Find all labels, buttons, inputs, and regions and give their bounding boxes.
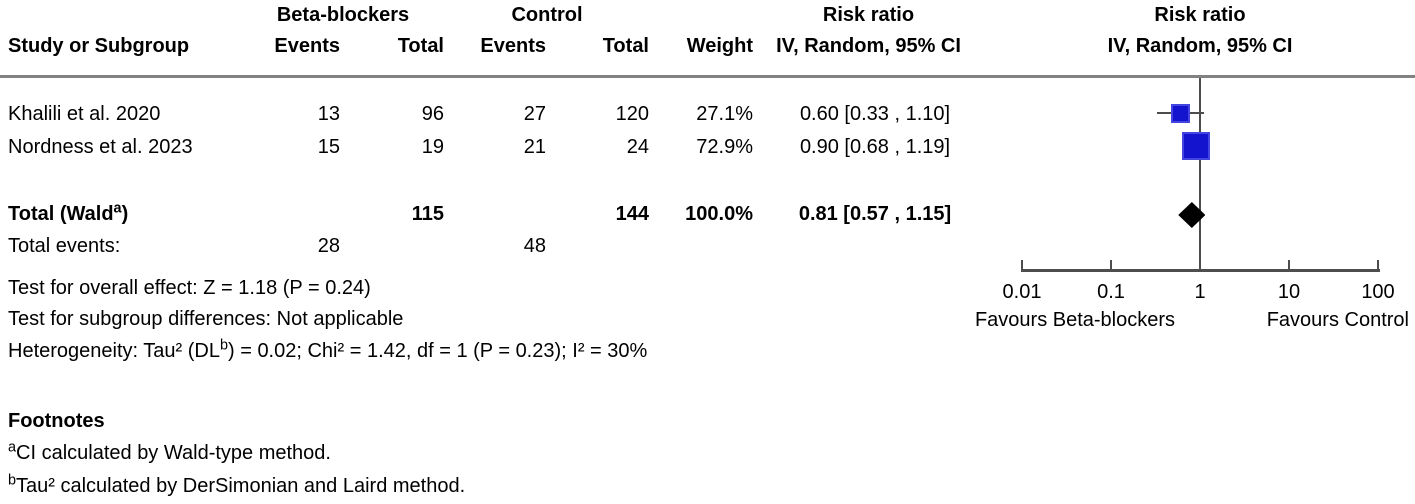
total-events-control: 48 (523, 235, 546, 257)
axis-tick-label: 1 (1194, 281, 1206, 303)
header-divider-line (0, 75, 1415, 78)
column-header-weight: Weight (686, 35, 753, 57)
effect-estimate: 0.60 [0.33 , 1.10] (799, 103, 951, 125)
axis-tick-label: 0.1 (1097, 281, 1125, 303)
test-overall-effect: Test for overall effect: Z = 1.18 (P = 0… (8, 277, 371, 299)
axis-tick (1199, 260, 1201, 272)
axis-tick-label: 100 (1361, 281, 1395, 303)
total-label: Total (Walda) (8, 200, 129, 225)
footnote-item: bTau² calculated by DerSimonian and Lair… (8, 472, 466, 497)
events-control: 27 (523, 103, 546, 125)
total-control-n: 144 (615, 203, 649, 225)
events-control: 21 (523, 136, 546, 158)
total-events-label: Total events: (8, 235, 121, 257)
footnote-item: aCI calculated by Wald-type method. (8, 439, 331, 464)
study-name: Nordness et al. 2023 (8, 136, 193, 158)
total-events-treatment: 28 (317, 235, 340, 257)
total-control: 24 (626, 136, 649, 158)
axis-tick-label: 10 (1277, 281, 1301, 303)
footnote-marker-b: b (219, 337, 228, 354)
axis-tick (1110, 260, 1112, 272)
column-header-total-treatment: Total (397, 35, 444, 57)
column-header-events-control: Events (480, 35, 546, 57)
total-treatment-n: 115 (411, 203, 444, 225)
effect-estimate: 0.90 [0.68 , 1.19] (799, 136, 951, 158)
test-subgroup-differences: Test for subgroup differences: Not appli… (8, 308, 404, 330)
study-marker (1172, 105, 1188, 121)
column-header-study: Study or Subgroup (8, 35, 190, 57)
events-treatment: 13 (317, 103, 340, 125)
axis-tick (1021, 260, 1023, 272)
axis-line (1022, 269, 1380, 272)
axis-tick-label: 0.01 (1002, 281, 1042, 303)
footnotes-title: Footnotes (8, 410, 105, 432)
null-line (1199, 78, 1201, 272)
footnote-marker-a: a (8, 439, 17, 456)
group-header-treatment: Beta-blockers (276, 4, 410, 26)
total-treatment: 96 (421, 103, 444, 125)
total-effect-estimate: 0.81 [0.57 , 1.15] (798, 203, 952, 225)
footnote-marker-b: b (8, 472, 17, 489)
summary-diamond (1178, 202, 1206, 228)
column-header-effect-method: IV, Random, 95% CI (776, 35, 961, 57)
total-control: 120 (615, 103, 649, 125)
study-name: Khalili et al. 2020 (8, 103, 161, 125)
weight-value: 27.1% (696, 103, 753, 125)
column-header-events-treatment: Events (274, 35, 340, 57)
events-treatment: 15 (317, 136, 340, 158)
favours-left-label: Favours Beta-blockers (974, 309, 1176, 331)
weight-value: 72.9% (696, 136, 753, 158)
total-treatment: 19 (421, 136, 444, 158)
plot-header-risk-ratio: Risk ratio (1154, 4, 1246, 26)
heterogeneity: Heterogeneity: Tau² (DLb) = 0.02; Chi² =… (8, 337, 648, 362)
total-weight: 100.0% (685, 203, 753, 225)
favours-right-label: Favours Control (1266, 309, 1409, 331)
footnote-marker-a: a (113, 200, 122, 217)
axis-tick (1288, 260, 1290, 272)
study-marker (1183, 134, 1208, 158)
column-header-total-control: Total (602, 35, 649, 57)
axis-tick (1377, 260, 1379, 272)
group-header-control: Control (511, 4, 583, 26)
plot-header-effect-method: IV, Random, 95% CI (1107, 35, 1293, 57)
column-header-risk-ratio: Risk ratio (822, 4, 915, 26)
